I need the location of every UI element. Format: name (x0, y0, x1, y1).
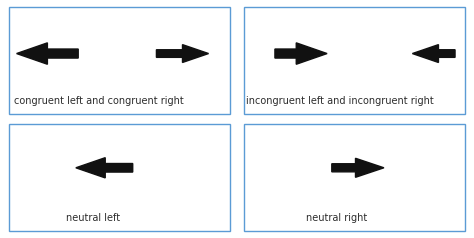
Bar (244, 7, 465, 114)
Text: neutral right: neutral right (306, 213, 367, 223)
Bar (9, 124, 230, 231)
Text: incongruent left and incongruent right: incongruent left and incongruent right (246, 96, 434, 106)
FancyArrow shape (275, 43, 327, 64)
FancyArrow shape (412, 45, 455, 62)
FancyArrow shape (17, 43, 78, 64)
FancyArrow shape (332, 158, 384, 177)
FancyArrow shape (156, 45, 209, 62)
Bar (9, 7, 230, 114)
Text: neutral left: neutral left (66, 213, 120, 223)
Bar (244, 124, 465, 231)
FancyArrow shape (76, 158, 133, 178)
Text: congruent left and congruent right: congruent left and congruent right (14, 96, 184, 106)
